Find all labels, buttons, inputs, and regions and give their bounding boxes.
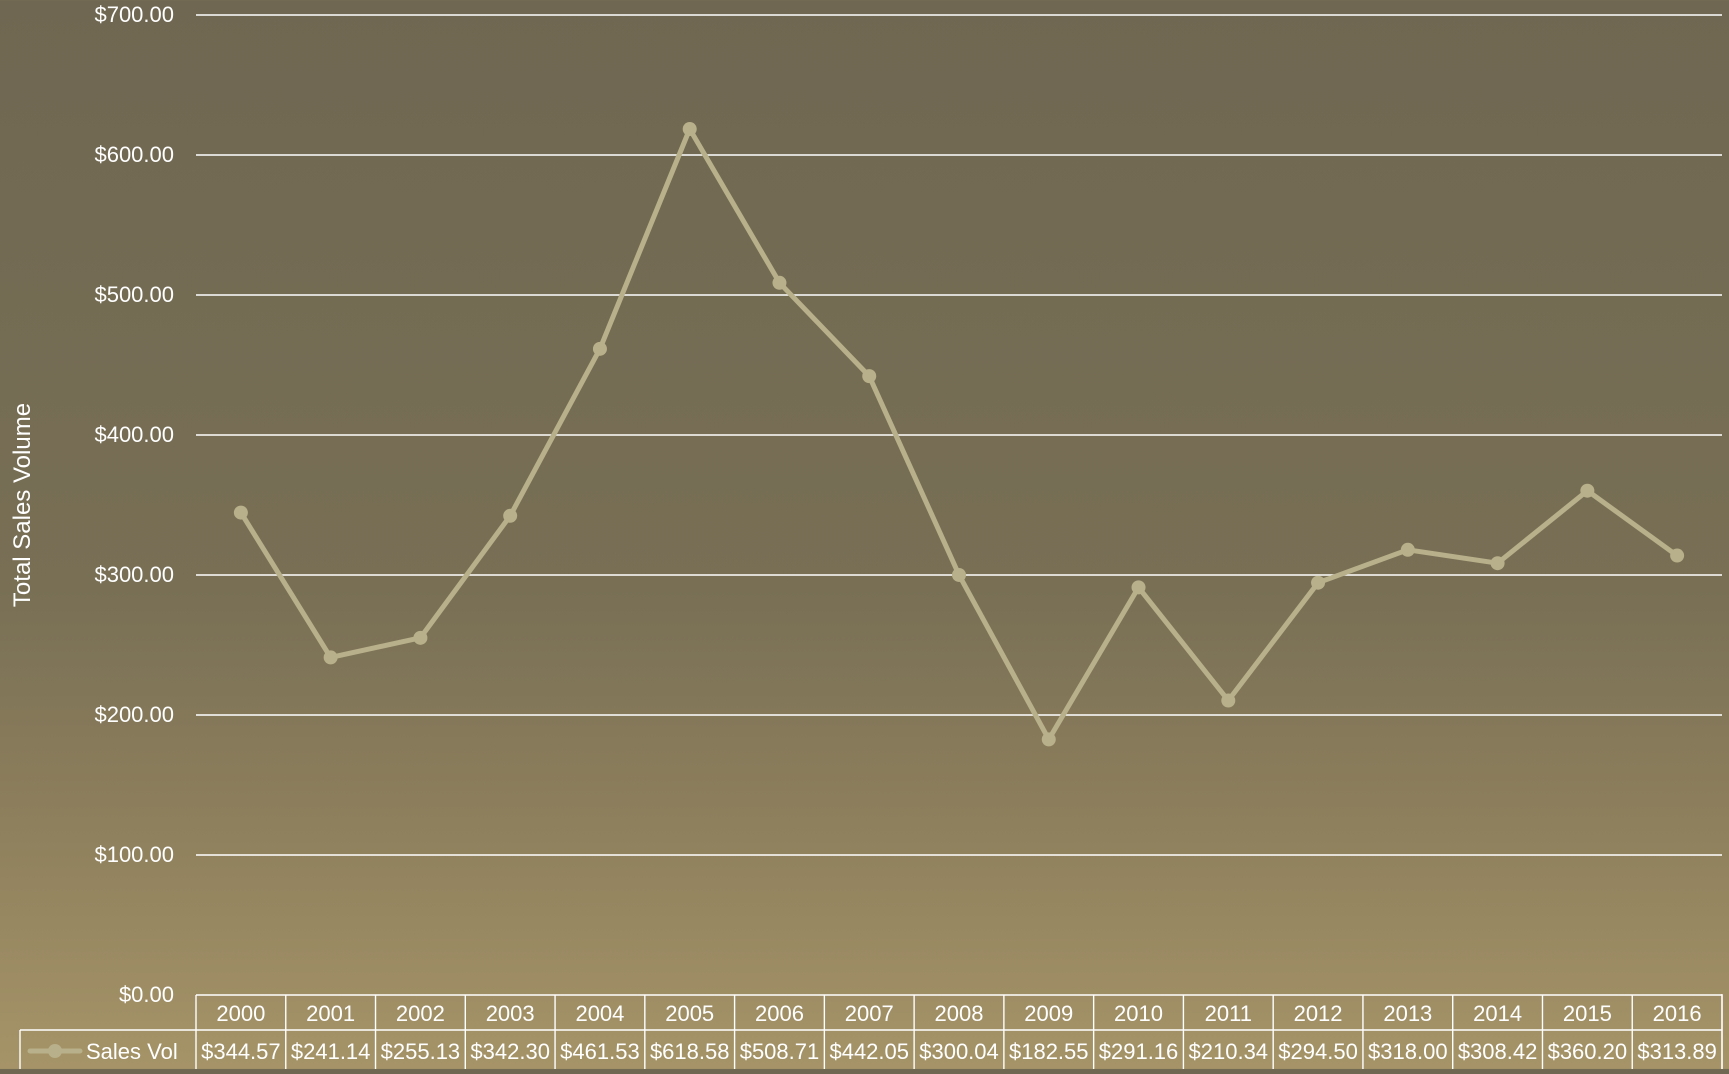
x-tick-label: 2009 [1024, 1001, 1073, 1026]
data-point-2000 [233, 505, 248, 520]
y-axis-ticks: $0.00 $100.00 $200.00 $300.00 $400.00 $500.00… [94, 2, 174, 1007]
x-tick-label: 2012 [1294, 1001, 1343, 1026]
data-label: $313.89 [1637, 1039, 1717, 1064]
x-tick-label: 2014 [1473, 1001, 1522, 1026]
x-tick-label: 2007 [845, 1001, 894, 1026]
data-point-2015 [1580, 483, 1595, 498]
data-label: $210.34 [1189, 1039, 1269, 1064]
y-tick-label: $300.00 [94, 562, 174, 587]
y-tick-label: $0.00 [119, 982, 174, 1007]
data-point-2013 [1400, 542, 1415, 557]
data-label: $300.04 [919, 1039, 999, 1064]
x-tick-label: 2006 [755, 1001, 804, 1026]
x-tick-label: 2002 [396, 1001, 445, 1026]
y-tick-label: $100.00 [94, 842, 174, 867]
y-tick-label: $700.00 [94, 2, 174, 27]
data-point-2007 [862, 369, 877, 384]
x-tick-label: 2003 [486, 1001, 535, 1026]
y-tick-label: $400.00 [94, 422, 174, 447]
data-label: $360.20 [1548, 1039, 1628, 1064]
data-label: $618.58 [650, 1039, 730, 1064]
data-label: $342.30 [470, 1039, 550, 1064]
x-tick-label: 2005 [665, 1001, 714, 1026]
x-tick-label: 2011 [1205, 1001, 1252, 1026]
data-label: $241.14 [291, 1039, 371, 1064]
x-tick-label: 2013 [1383, 1001, 1432, 1026]
x-tick-label: 2008 [935, 1001, 984, 1026]
data-label: $255.13 [381, 1039, 461, 1064]
data-point-2016 [1670, 548, 1685, 563]
data-label: $182.55 [1009, 1039, 1089, 1064]
data-label: $344.57 [201, 1039, 281, 1064]
legend-series-name: Sales Vol [86, 1039, 178, 1064]
data-point-2003 [503, 508, 518, 523]
x-tick-label: 2015 [1563, 1001, 1612, 1026]
data-point-2005 [682, 121, 697, 136]
y-axis-label: Total Sales Volume [9, 403, 36, 607]
data-label: $294.50 [1278, 1039, 1358, 1064]
data-point-2010 [1131, 580, 1146, 595]
data-point-2012 [1311, 575, 1326, 590]
data-point-2002 [413, 630, 428, 645]
data-label: $508.71 [740, 1039, 820, 1064]
legend-marker-icon [48, 1044, 62, 1058]
data-label: $442.05 [829, 1039, 909, 1064]
data-point-2004 [592, 341, 607, 356]
x-tick-label: 2004 [575, 1001, 624, 1026]
data-label: $461.53 [560, 1039, 640, 1064]
data-label: $291.16 [1099, 1039, 1179, 1064]
data-point-2001 [323, 650, 338, 665]
data-label: $308.42 [1458, 1039, 1538, 1064]
data-label: $318.00 [1368, 1039, 1448, 1064]
x-tick-label: 2016 [1653, 1001, 1702, 1026]
data-point-2008 [952, 567, 966, 582]
y-tick-label: $200.00 [94, 702, 174, 727]
data-point-2006 [772, 275, 787, 290]
x-tick-label: 2010 [1114, 1001, 1163, 1026]
data-point-2011 [1221, 693, 1236, 708]
y-tick-label: $500.00 [94, 282, 174, 307]
data-point-2009 [1041, 732, 1056, 747]
x-tick-label: 2001 [306, 1001, 355, 1026]
y-tick-label: $600.00 [94, 142, 174, 167]
gridlines [196, 14, 1722, 856]
data-point-2014 [1490, 556, 1505, 571]
data-table: 2000 2001 2002 2003 2004 2005 2006 2007 2008 2009… [19, 994, 1723, 1069]
x-tick-label: 2000 [216, 1001, 265, 1026]
series-sales-vol [233, 121, 1685, 747]
